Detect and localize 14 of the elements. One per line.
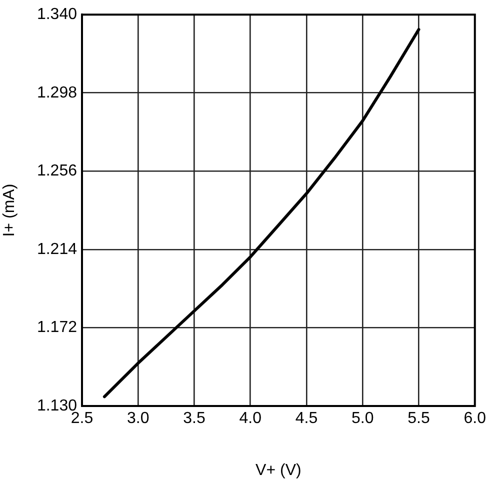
x-tick-label: 5.0 [352, 410, 374, 428]
x-tick-label: 5.5 [408, 410, 430, 428]
x-axis-title: V+ (V) [256, 462, 302, 479]
y-axis-title: I+ (mA) [1, 184, 18, 237]
x-tick-label: 3.5 [183, 410, 206, 428]
y-tick-label: 1.256 [36, 162, 78, 180]
y-tick-label: 1.172 [36, 319, 78, 336]
y-tick-label: 1.340 [36, 6, 78, 24]
x-tick-label: 3.0 [127, 410, 150, 428]
x-tick-label: 4.0 [239, 410, 262, 428]
x-tick-label: 4.5 [295, 410, 318, 428]
x-tick-label: 6.0 [464, 410, 486, 428]
y-tick-label: 1.298 [36, 84, 78, 102]
y-tick-label: 1.214 [36, 240, 78, 258]
